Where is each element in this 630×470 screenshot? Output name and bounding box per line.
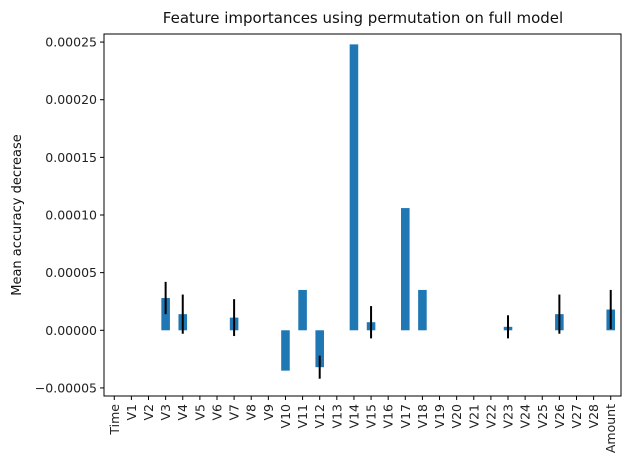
y-tick-label: 0.00000 [45, 323, 97, 338]
y-tick-label: 0.00015 [45, 150, 97, 165]
y-tick-label: 0.00025 [45, 35, 97, 50]
y-axis: −0.00005 0.00000 0.00005 0.00010 0.00015 0.00… [35, 35, 104, 395]
bar-v18 [418, 289, 427, 331]
x-tick-label-v15: V15 [364, 404, 379, 428]
x-tick-label-v11: V11 [295, 404, 310, 428]
x-tick-label-time: Time [107, 404, 122, 436]
y-axis-label: Mean accuracy decrease [10, 134, 25, 296]
bar-v12 [315, 330, 324, 368]
x-tick-label-v13: V13 [329, 404, 344, 428]
y-tick-label: 0.00010 [45, 208, 97, 223]
x-tick-label-v14: V14 [346, 404, 361, 429]
x-tick-label-v17: V17 [398, 404, 413, 428]
error-bars-group [164, 281, 612, 379]
x-axis: Time V1 V2 V3 V4 V5 V6 V7 V8 V9 V10 V11 V12 V13 V14 V15… [107, 396, 618, 453]
x-tick-label-v22: V22 [483, 404, 498, 428]
x-tick-label-v20: V20 [449, 404, 464, 429]
x-tick-label-v23: V23 [501, 404, 516, 428]
x-tick-label-v4: V4 [175, 404, 190, 421]
bar-v11 [298, 289, 307, 331]
x-tick-label-v27: V27 [569, 404, 584, 428]
x-tick-label-v25: V25 [535, 404, 550, 428]
x-tick-label-v12: V12 [312, 404, 327, 428]
bar-v10 [281, 330, 290, 371]
x-tick-label-v28: V28 [586, 404, 601, 429]
bars-group [161, 44, 616, 371]
chart-title: Feature importances using permutation on… [163, 9, 563, 27]
x-tick-label-v6: V6 [209, 404, 224, 421]
x-tick-label-v10: V10 [278, 404, 293, 429]
x-tick-label-v26: V26 [552, 404, 567, 429]
x-tick-label-v24: V24 [518, 404, 533, 429]
y-tick-label: −0.00005 [35, 380, 97, 395]
bar-v14 [349, 44, 359, 331]
x-tick-label-amount: Amount [603, 404, 618, 453]
x-tick-label-v8: V8 [244, 404, 259, 421]
x-tick-label-v2: V2 [141, 404, 156, 421]
x-tick-label-v5: V5 [192, 404, 207, 421]
y-tick-label: 0.00020 [45, 92, 97, 107]
bar-v17 [401, 208, 410, 331]
x-tick-label-v21: V21 [466, 404, 481, 428]
plot-frame [103, 33, 622, 397]
x-tick-label-v18: V18 [415, 404, 430, 429]
x-tick-label-v1: V1 [124, 404, 139, 421]
x-tick-label-v7: V7 [227, 404, 242, 421]
x-tick-label-v19: V19 [432, 404, 447, 429]
y-tick-label: 0.00005 [45, 265, 97, 280]
x-tick-label-v9: V9 [261, 404, 276, 421]
x-tick-label-v3: V3 [158, 404, 173, 421]
x-tick-label-v16: V16 [381, 404, 396, 429]
